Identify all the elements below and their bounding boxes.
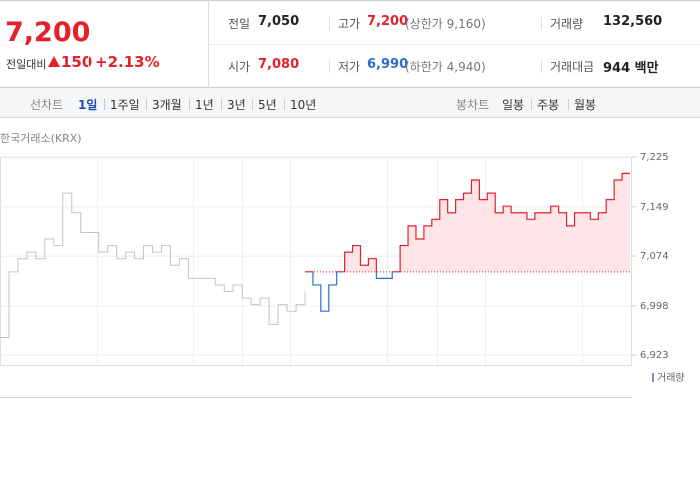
divider bbox=[189, 99, 190, 110]
y-tick-label: 6,998 bbox=[640, 301, 669, 312]
tab[interactable]: 주봉 bbox=[537, 98, 560, 112]
legend-label: 거래량 bbox=[657, 372, 685, 384]
tab-bar bbox=[0, 88, 700, 118]
stat-value: 944 백만 bbox=[603, 61, 659, 76]
tab[interactable]: 3년 bbox=[227, 98, 246, 112]
divider bbox=[541, 60, 542, 73]
y-tick-label: 7,149 bbox=[640, 202, 669, 213]
stat-value: 132,560 bbox=[603, 14, 663, 29]
change-rate: +2.13% bbox=[95, 53, 160, 71]
divider bbox=[541, 17, 542, 30]
tab[interactable]: 3개월 bbox=[152, 98, 182, 112]
stat-label: 거래량 bbox=[550, 17, 584, 31]
stat-value: 7,050 bbox=[258, 14, 300, 29]
divider bbox=[146, 99, 147, 110]
tab-label: 선차트 bbox=[30, 98, 64, 112]
legend-swatch bbox=[652, 373, 654, 382]
tab[interactable]: 1일 bbox=[78, 98, 98, 112]
tab[interactable]: 5년 bbox=[258, 98, 277, 112]
y-tick-label: 7,225 bbox=[640, 152, 669, 163]
stat-label: 시가 bbox=[228, 60, 251, 74]
divider bbox=[252, 99, 253, 110]
line bbox=[305, 172, 630, 312]
divider bbox=[284, 99, 285, 110]
y-tick-label: 6,923 bbox=[640, 350, 669, 361]
stat-value: 7,080 bbox=[258, 57, 300, 72]
divider bbox=[568, 99, 569, 110]
change-label: 전일대비 bbox=[6, 58, 47, 71]
source: 한국거래소(KRX) bbox=[0, 132, 82, 145]
tab[interactable]: 월봉 bbox=[574, 98, 597, 112]
y-tick-label: 7,074 bbox=[640, 251, 669, 262]
divider bbox=[88, 56, 89, 69]
stat-label: 전일 bbox=[228, 17, 251, 31]
tab[interactable]: 10년 bbox=[290, 98, 317, 112]
tab-label: 봉차트 bbox=[456, 98, 490, 112]
divider bbox=[209, 44, 700, 45]
price: 7,200 bbox=[5, 17, 91, 48]
stat-value: 7,200 bbox=[367, 14, 409, 29]
divider bbox=[531, 99, 532, 110]
stat-label: 고가 bbox=[338, 17, 361, 31]
stat-value: 6,990 bbox=[367, 57, 409, 72]
tab[interactable]: 일봉 bbox=[502, 98, 525, 112]
stat-note: (상한가 9,160) bbox=[405, 17, 486, 31]
divider bbox=[104, 99, 105, 110]
change: 150 bbox=[61, 53, 93, 71]
stat-label: 저가 bbox=[338, 60, 361, 74]
up-arrow bbox=[48, 56, 60, 67]
tab[interactable]: 1주일 bbox=[110, 98, 140, 112]
quote-panel bbox=[0, 0, 700, 88]
tab[interactable]: 1년 bbox=[195, 98, 214, 112]
stat-label: 거래대금 bbox=[550, 60, 595, 74]
divider bbox=[208, 0, 209, 88]
line bbox=[0, 192, 306, 338]
divider bbox=[329, 60, 330, 73]
stat-note: (하한가 4,940) bbox=[405, 60, 486, 74]
divider bbox=[221, 99, 222, 110]
divider bbox=[329, 17, 330, 30]
area-fill bbox=[344, 173, 630, 272]
